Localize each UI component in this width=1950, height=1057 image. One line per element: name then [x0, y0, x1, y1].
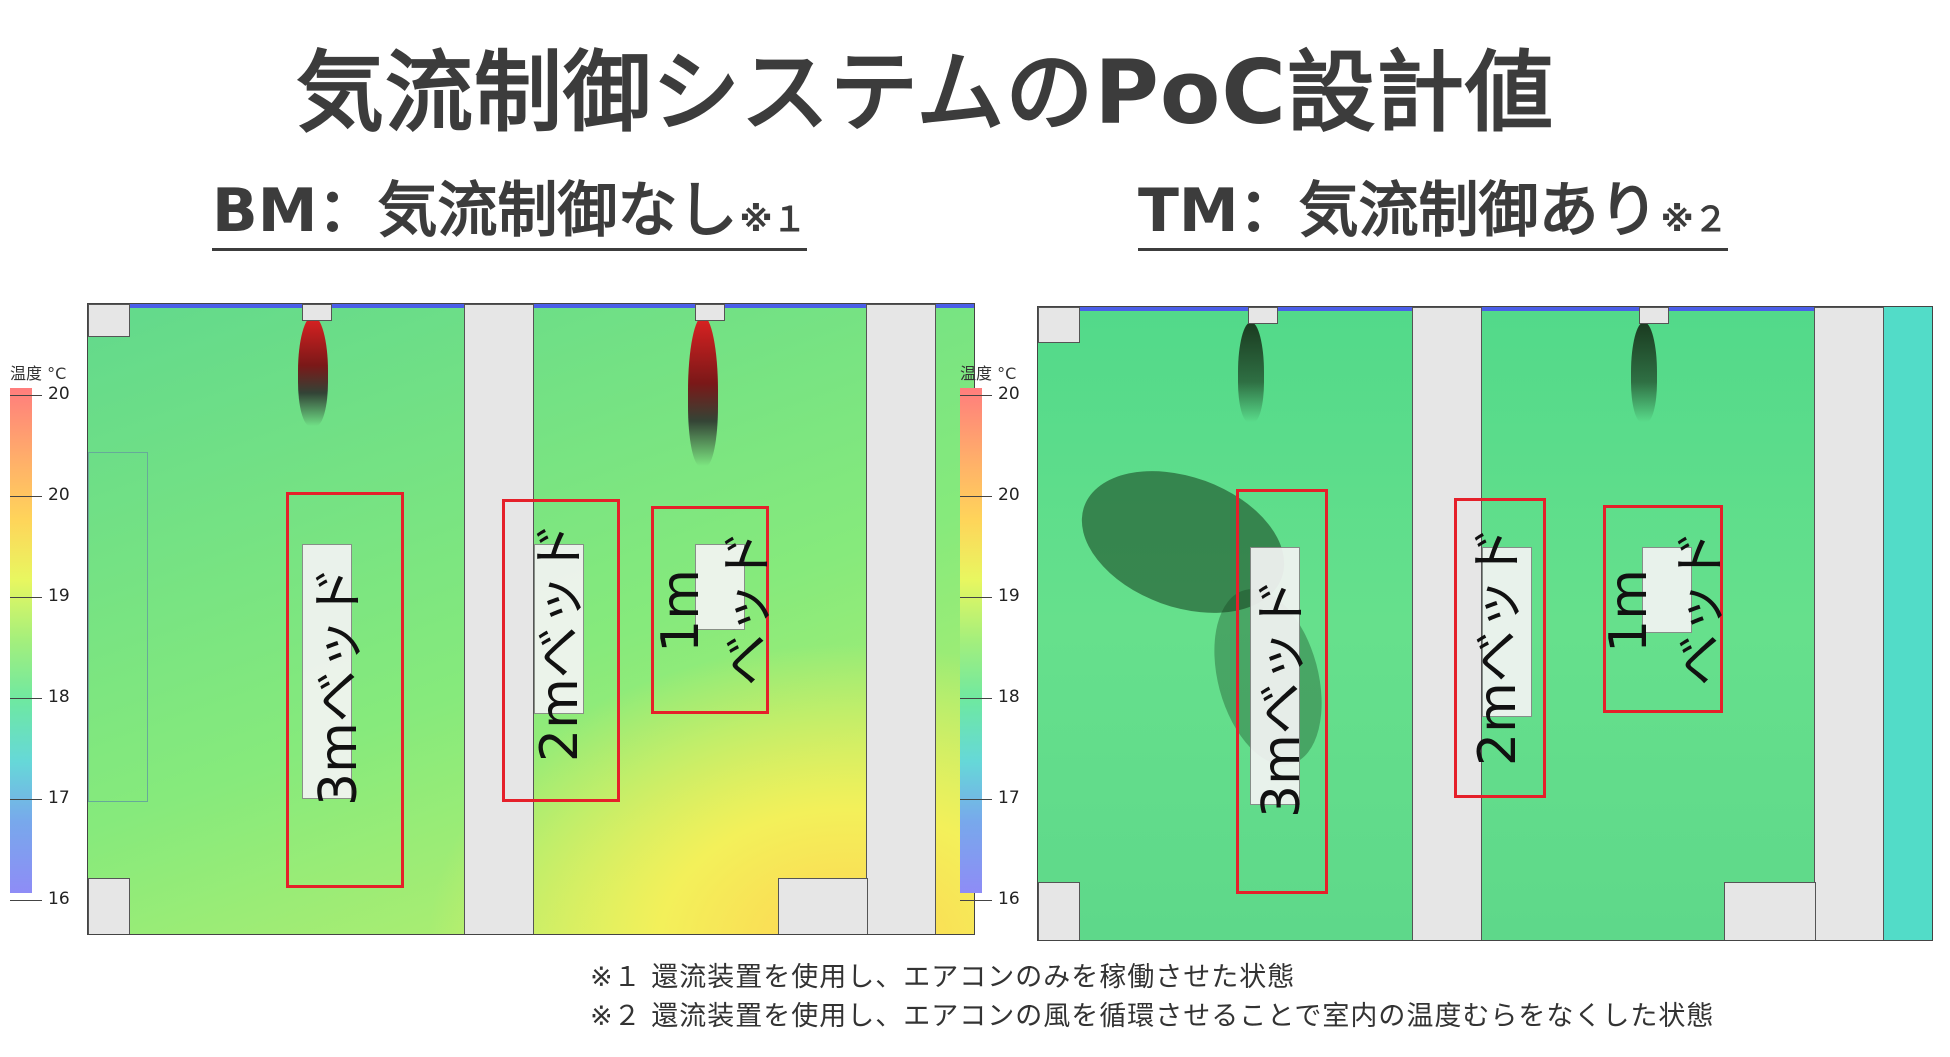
- tm-tick-label: 16: [998, 889, 1020, 909]
- tm-partition: [1412, 307, 1482, 940]
- tm-tick-label: 20: [998, 485, 1020, 505]
- bm-partition: [866, 304, 936, 934]
- bm-tick-label: 18: [48, 687, 70, 707]
- tm-simulation: 3mベッド 2mベッド 1m ベッド: [1037, 306, 1933, 941]
- bm-partition: [464, 304, 534, 934]
- tm-colorbar: [960, 388, 982, 893]
- bm-wall: [695, 304, 725, 321]
- tm-scale-title: 温度 °C: [960, 364, 1017, 383]
- tm-tick-label: 20: [998, 384, 1020, 404]
- bm-redbox-3m: [286, 492, 404, 888]
- heading-tm: TM：気流制御あり※２: [1138, 178, 1728, 251]
- tm-wall: [1639, 307, 1669, 324]
- bm-redbox-2m: [502, 499, 620, 802]
- tm-wall: [1724, 882, 1816, 940]
- tm-tick: [960, 496, 992, 497]
- tm-wall: [1248, 307, 1278, 324]
- bm-wall: [88, 878, 130, 934]
- bm-tick-label: 19: [48, 586, 70, 606]
- heading-tm-note: ※２: [1660, 200, 1728, 240]
- tm-wall: [1038, 307, 1080, 343]
- bm-tick: [10, 597, 42, 598]
- bm-bed-label-2m: 2mベッド: [530, 522, 590, 762]
- bm-wall: [88, 304, 130, 337]
- tm-bed-label-3m: 3mベッド: [1252, 578, 1312, 818]
- bm-bed-1m: [695, 544, 745, 630]
- tm-redbox-2m: [1454, 498, 1546, 798]
- tm-tick: [960, 395, 992, 396]
- bm-tick-label: 17: [48, 788, 70, 808]
- bm-tick-label: 16: [48, 889, 70, 909]
- bm-tick-label: 20: [48, 485, 70, 505]
- bm-tick: [10, 900, 42, 901]
- page-title: 気流制御システムのPoC設計値: [296, 41, 1554, 144]
- bm-bed-label-1m: 1m: [651, 569, 711, 653]
- tm-bed-2m: [1482, 547, 1532, 717]
- bm-redbox-1m: [651, 506, 769, 714]
- bm-bed-label-3m: 3mベッド: [309, 566, 369, 806]
- bm-bed-2m: [534, 544, 584, 714]
- footnote-1: ※１ 還流装置を使用し、エアコンのみを稼働させた状態: [590, 962, 1296, 993]
- bm-tick: [10, 799, 42, 800]
- tm-wall: [1038, 882, 1080, 940]
- bm-bed-3m: [302, 544, 352, 799]
- tm-bed-label-bed: ベッド: [1671, 529, 1731, 686]
- tm-bed-label-2m: 2mベッド: [1468, 526, 1528, 766]
- bm-wall: [302, 304, 332, 321]
- bm-jet-right: [688, 316, 718, 466]
- bm-colorbar: [10, 388, 32, 893]
- tm-tick: [960, 597, 992, 598]
- bm-bed-label-bed: ベッド: [718, 529, 778, 686]
- tm-bed-label-1m: 1m: [1599, 569, 1659, 653]
- bm-outline: [88, 452, 148, 802]
- tm-cool-zone: [1884, 307, 1932, 940]
- tm-jet-left: [1238, 322, 1264, 422]
- tm-partition: [1814, 307, 1884, 940]
- bm-tick-label: 20: [48, 384, 70, 404]
- tm-tick: [960, 799, 992, 800]
- bm-tick: [10, 496, 42, 497]
- tm-tick-label: 18: [998, 687, 1020, 707]
- heading-bm: BM：気流制御なし※１: [212, 178, 807, 251]
- tm-tick: [960, 698, 992, 699]
- heading-bm-note: ※１: [739, 200, 807, 240]
- heading-bm-text: BM：気流制御なし: [212, 176, 738, 246]
- footnote-2: ※２ 還流装置を使用し、エアコンの風を循環させることで室内の温度むらをなくした状…: [590, 1001, 1715, 1032]
- tm-tick: [960, 900, 992, 901]
- tm-bed-1m: [1642, 547, 1692, 633]
- tm-redbox-1m: [1603, 505, 1723, 713]
- tm-tick-label: 19: [998, 586, 1020, 606]
- bm-tick: [10, 698, 42, 699]
- bm-tick: [10, 395, 42, 396]
- tm-jet-right: [1631, 322, 1657, 422]
- bm-wall: [778, 878, 868, 934]
- bm-scale-title: 温度 °C: [10, 364, 67, 383]
- bm-jet-left: [298, 316, 328, 426]
- bm-simulation: 3mベッド 2mベッド 1m ベッド: [87, 303, 975, 935]
- tm-ceiling: [1038, 307, 1932, 311]
- tm-redbox-3m: [1236, 489, 1328, 894]
- heading-tm-text: TM：気流制御あり: [1138, 176, 1659, 246]
- tm-tick-label: 17: [998, 788, 1020, 808]
- tm-bed-3m: [1250, 547, 1300, 805]
